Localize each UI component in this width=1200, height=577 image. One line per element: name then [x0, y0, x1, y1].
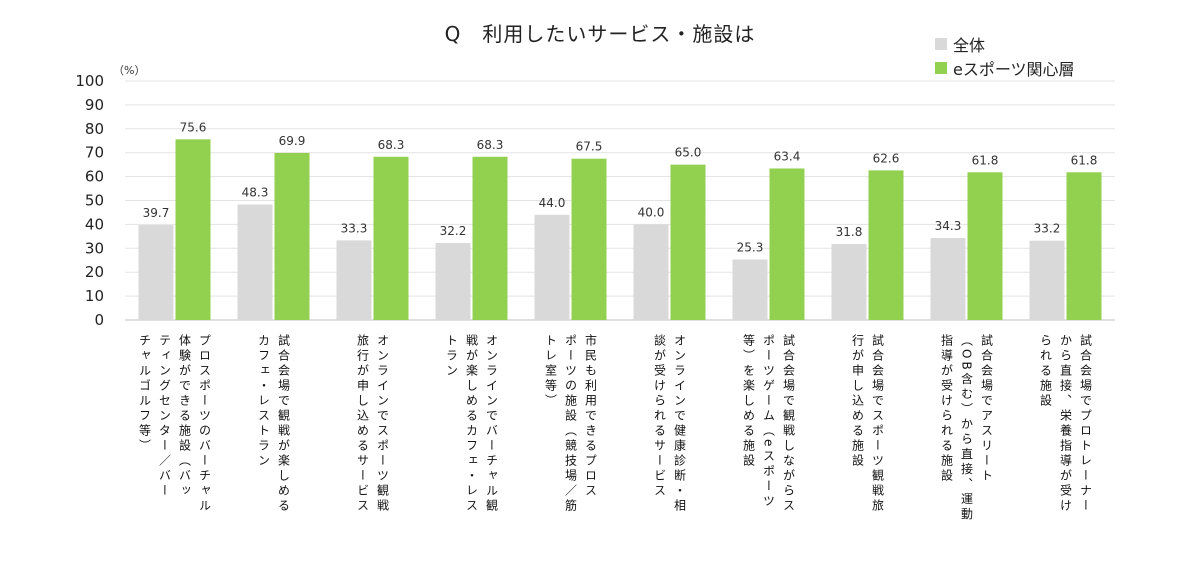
category-label: プロスポーツのバーチャル 体験ができる施設（バッ ティングセンター／バー チャル… — [137, 334, 212, 514]
legend-swatch-esports — [935, 62, 947, 74]
bar-esports — [571, 158, 607, 320]
bar-overall — [138, 225, 174, 320]
legend-item-esports: eスポーツ関心層 — [935, 56, 1075, 80]
value-label-esports: 63.4 — [774, 149, 801, 163]
value-label-esports: 62.6 — [873, 151, 900, 165]
category-label: 市民も利用できるプロス ポーツの施設（競技場／筋 トレ室等） — [543, 334, 598, 514]
value-label-overall: 40.0 — [638, 205, 665, 219]
y-axis-unit: （%） — [113, 64, 146, 77]
value-label-esports: 68.3 — [477, 138, 504, 152]
bar-overall — [534, 214, 570, 320]
y-tick-label: 0 — [94, 311, 104, 329]
y-tick-label: 30 — [85, 239, 104, 257]
y-tick-label: 90 — [85, 96, 104, 114]
legend-item-overall: 全体 — [935, 32, 1075, 56]
chart-title: Q 利用したいサービス・施設は — [444, 22, 756, 46]
bar-esports — [472, 156, 508, 320]
y-tick-label: 40 — [85, 215, 104, 233]
legend: 全体 eスポーツ関心層 — [935, 32, 1075, 80]
bar-esports — [769, 168, 805, 320]
category-label: 試合会場でスポーツ観戦旅 行が申し込める施設 — [850, 334, 885, 514]
value-label-esports: 67.5 — [576, 140, 603, 154]
bar-overall — [1029, 240, 1065, 320]
y-tick-label: 80 — [85, 120, 104, 138]
category-label: オンラインでバーチャル観 戦が楽しめるカフェ・レス トラン — [444, 334, 499, 514]
legend-label-overall: 全体 — [953, 36, 986, 55]
bar-esports — [1066, 172, 1102, 320]
bar-overall — [336, 240, 372, 320]
bar-overall — [237, 204, 273, 320]
legend-label-esports: eスポーツ関心層 — [953, 60, 1075, 79]
bar-esports — [274, 152, 310, 320]
value-label-overall: 33.3 — [341, 221, 368, 235]
category-label: 試合会場で観戦が楽しめる カフェ・レストラン — [256, 334, 291, 514]
value-label-overall: 39.7 — [143, 206, 170, 220]
value-label-overall: 25.3 — [737, 241, 764, 255]
category-label: 試合会場でアスリート （OB含む）から直接、運動 指導が受けられる施設 — [939, 334, 994, 523]
category-label: 試合会場でプロトレーナー から直接、栄養指導が受け られる施設 — [1038, 334, 1093, 514]
category-label: オンラインで健康診断・相 談が受けられるサービス — [652, 334, 687, 514]
value-label-esports: 65.0 — [675, 146, 702, 160]
value-label-overall: 34.3 — [935, 219, 962, 233]
value-label-overall: 31.8 — [836, 225, 863, 239]
value-label-overall: 33.2 — [1034, 222, 1061, 236]
y-tick-label: 100 — [75, 72, 104, 90]
category-label: 試合会場で観戦しながらス ポーツゲーム（eスポーツ 等）を楽しめる施設 — [741, 334, 796, 514]
value-label-overall: 32.2 — [440, 224, 467, 238]
bar-overall — [435, 243, 471, 320]
value-label-esports: 61.8 — [972, 153, 999, 167]
y-tick-label: 10 — [85, 287, 104, 305]
y-tick-label: 70 — [85, 144, 104, 162]
bar-esports — [967, 172, 1003, 320]
y-tick-label: 50 — [85, 192, 104, 210]
bar-esports — [868, 170, 904, 320]
value-label-esports: 69.9 — [279, 134, 306, 148]
y-tick-label: 60 — [85, 168, 104, 186]
legend-swatch-overall — [935, 38, 947, 50]
bar-esports — [670, 164, 706, 320]
value-label-esports: 75.6 — [180, 120, 207, 134]
bar-esports — [373, 156, 409, 320]
bar-esports — [175, 139, 211, 320]
bar-overall — [930, 238, 966, 320]
bar-overall — [732, 259, 768, 320]
value-label-overall: 44.0 — [539, 196, 566, 210]
bar-overall — [831, 243, 867, 320]
value-label-esports: 68.3 — [378, 138, 405, 152]
value-label-overall: 48.3 — [242, 186, 269, 200]
category-label: オンラインでスポーツ観戦 旅行が申し込めるサービス — [355, 334, 390, 514]
bar-overall — [633, 224, 669, 320]
value-label-esports: 61.8 — [1071, 153, 1098, 167]
y-tick-label: 20 — [85, 263, 104, 281]
